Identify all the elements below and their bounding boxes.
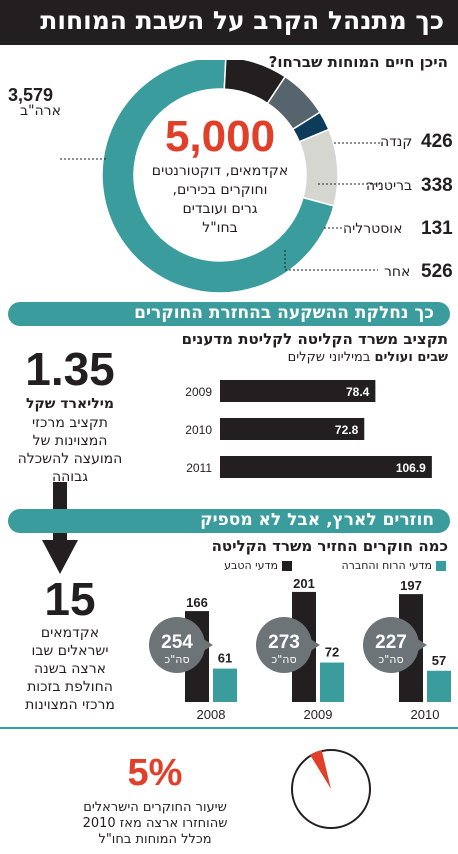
hbar-subtitle2-rest: במיליוני שקלים: [287, 350, 375, 365]
australia-value: 131: [421, 218, 453, 239]
canada-value: 426: [421, 131, 453, 152]
usa-label: ארה"ב: [20, 103, 61, 119]
vbar-total-value: 254: [161, 632, 193, 653]
desc-line: המצוינות של: [32, 433, 108, 449]
donut-total: 5,000: [164, 112, 276, 161]
hbar-year-label: 2009: [185, 385, 212, 399]
hbar-subtitle2: שבים ועולים במיליוני שקלים: [288, 350, 448, 365]
other-label: אחר: [384, 264, 411, 280]
hbar-value-label: 72.8: [335, 423, 359, 437]
donut-chart: [60, 60, 382, 294]
center-line: אקדמאים, דוקטורנטים: [151, 163, 289, 179]
donut-question: היכן חיים המוחות שברחו?: [268, 53, 448, 71]
desc-line: גבוהה: [52, 469, 88, 485]
desc-line: ארצה בשנה: [34, 661, 106, 677]
canada-label: קנדה: [380, 134, 413, 150]
vbar-humanities-2009: [320, 662, 344, 702]
center-line: וחוקרים בכירים,: [172, 182, 268, 198]
vbar-total-value: 227: [375, 632, 407, 653]
vbar-humanities-2010: [427, 670, 451, 702]
big-budget-number: 1.35: [25, 343, 115, 395]
desc-line: תקציב מרכזי: [32, 415, 108, 431]
hbar-2010: [220, 418, 365, 440]
vbar-humanities-2008: [213, 668, 237, 702]
vbar-nature-value: 166: [186, 595, 208, 610]
vbar-total-bubble: [363, 617, 419, 673]
other-value: 526: [421, 261, 453, 282]
hbar-2011: [220, 456, 432, 478]
vbar-year-label: 2008: [197, 707, 226, 722]
vbar-total-bubble: [149, 617, 205, 673]
vbar-humanities-value: 57: [432, 653, 446, 668]
donut-center-text: אקדמאים, דוקטורנטים וחוקרים בכירים, גרים…: [130, 162, 310, 238]
section3-header-text: חוזרים לארץ, אבל לא מספיק: [200, 510, 434, 530]
big-budget-label: מיליארד שקל: [26, 396, 114, 412]
vbar-chart: 166612008254סה"כ201722009273סה"כ19757201…: [149, 576, 451, 722]
australia-label: אוסטרליה: [343, 221, 403, 237]
legend-nature-label: מדעי הטבע: [224, 559, 278, 572]
vbar-legend-2: מדעי הטבע: [196, 559, 292, 573]
vbar-total-bubble: [256, 617, 312, 673]
title-bar: [0, 0, 458, 45]
legend-humanities-label: מדעי הרוח והחברה: [341, 559, 432, 572]
hbar-chart: 2009 78.4 2010 72.8 2011 106.9: [185, 380, 432, 478]
vbar-total-pointer: [197, 635, 213, 655]
vbar-total-pointer: [304, 635, 320, 655]
vbar-total-pointer: [411, 635, 427, 655]
center-line: גרים ועובדים: [182, 201, 258, 217]
desc-line: מרכזי המצוינות: [25, 697, 115, 713]
vbar-total-unit: סה"כ: [378, 653, 403, 666]
vbar-year-label: 2009: [304, 707, 333, 722]
britain-value: 338: [421, 175, 453, 196]
legend-nature-swatch: [282, 561, 292, 571]
hbar-subtitle2-bold: שבים ועולים: [374, 350, 448, 365]
vbar-legend: מדעי הרוח והחברה: [296, 559, 446, 573]
britain-label: בריטניה: [366, 178, 413, 194]
vbar-total-value: 273: [268, 632, 300, 653]
desc-line: אקדמאים: [40, 625, 100, 641]
desc-line: מכלל המוחות בחו"ל: [98, 832, 212, 847]
desc-line: המועצה להשכלה: [17, 451, 123, 467]
percent-desc: שיעור החוקרים הישראלים שהוחזרו ארצה מאז …: [50, 800, 260, 848]
percent-value: 5%: [127, 752, 183, 794]
vbar-nature-value: 197: [400, 578, 422, 593]
returnees-number: 15: [44, 573, 96, 625]
vbar-total-unit: סה"כ: [271, 653, 296, 666]
hbar-year-label: 2011: [186, 461, 212, 475]
center-line: בחו"ל: [202, 220, 238, 236]
vbar-total-unit: סה"כ: [164, 653, 189, 666]
bottom-divider: [0, 727, 458, 729]
desc-line: החולפת בזכות: [27, 679, 113, 695]
vbar-subtitle: כמה חוקרים החזיר משרד הקליטה: [211, 537, 448, 555]
hbar-subtitle1: תקציב משרד הקליטה לקליטת מדענים: [181, 330, 448, 348]
vbar-nature-value: 201: [293, 576, 315, 591]
hbar-2009: [220, 380, 376, 402]
hbar-year-label: 2010: [185, 423, 212, 437]
section2-header-text: כך נחלקת ההשקעה בהחזרת החוקרים: [134, 303, 434, 323]
donut-slice-usa: [101, 60, 335, 294]
desc-line: שיעור החוקרים הישראלים: [83, 800, 227, 815]
desc-line: ישראלים שבו: [31, 643, 109, 659]
vbar-humanities-value: 72: [325, 645, 339, 660]
page-title: כך מתנהל הקרב על השבת המוחות: [40, 6, 444, 35]
big-budget-desc: תקציב מרכזי המצוינות של המועצה להשכלה גב…: [10, 414, 130, 486]
returnees-desc: אקדמאים ישראלים שבו ארצה בשנה החולפת בזכ…: [10, 624, 130, 714]
vbar-year-label: 2010: [411, 707, 440, 722]
legend-humanities-swatch: [436, 561, 446, 571]
section3-header: חוזרים לארץ, אבל לא מספיק: [8, 509, 450, 533]
hbar-value-label: 78.4: [346, 385, 370, 399]
pie-slice: [310, 750, 331, 789]
desc-line: שהוחזרו ארצה מאז 2010: [82, 816, 228, 831]
usa-value: 3,579: [8, 85, 54, 105]
hbar-value-label: 106.9: [396, 461, 426, 475]
percent-pie-chart: [291, 749, 371, 829]
vbar-humanities-value: 61: [218, 651, 232, 666]
section2-header: כך נחלקת ההשקעה בהחזרת החוקרים: [8, 302, 450, 326]
donut-slice-other: [298, 128, 339, 207]
